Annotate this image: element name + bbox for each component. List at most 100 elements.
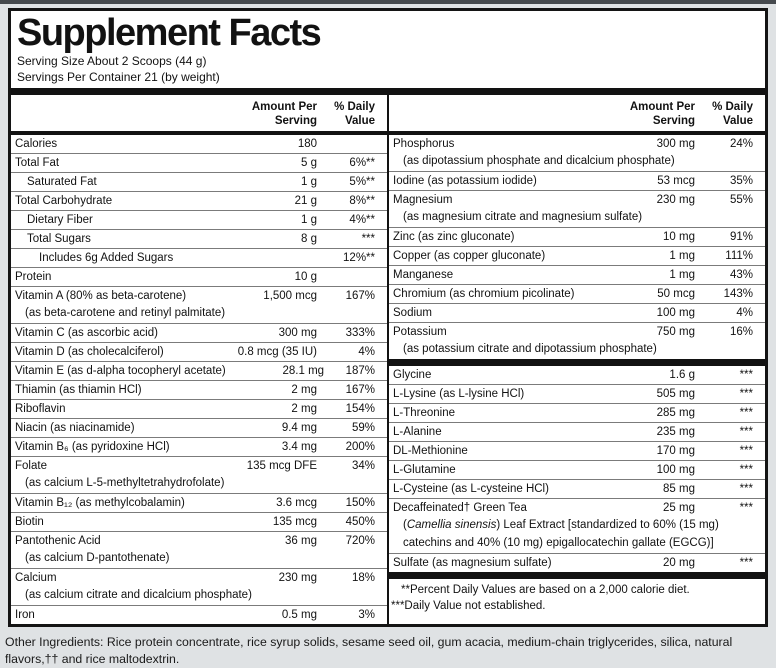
nutrient-amount: 1 mg (669, 269, 695, 281)
nutrient-name: Zinc (as zinc gluconate) (393, 231, 515, 243)
nutrient-name: Includes 6g Added Sugars (39, 252, 174, 264)
nutrient-name: Decaffeinated† Green Tea (393, 502, 527, 514)
nutrient-row-main: Copper (as copper gluconate) 1 mg 111% (389, 247, 765, 265)
nutrient-row-main: Includes 6g Added Sugars 12%** (11, 249, 387, 267)
nutrient-row-main: Vitamin A (80% as beta-carotene) 1,500 mc… (11, 287, 387, 305)
nutrient-daily-value: 187% (345, 365, 375, 377)
nutrient-amount: 36 mg (285, 535, 317, 547)
nutrient-amount: 300 mg (656, 138, 695, 150)
nutrient-row: Dietary Fiber 1 g 4%** (11, 210, 387, 229)
nutrient-amount: 135 mcg (272, 516, 317, 528)
nutrient-source-detail: (as beta-carotene and retinyl palmitate) (25, 307, 226, 319)
nutrient-row-main: Vitamin E (as d-alpha tocopheryl acetate… (11, 362, 387, 380)
nutrient-name: Manganese (393, 269, 454, 281)
amount-per-serving-header: Amount Per Serving (251, 101, 317, 127)
nutrient-amount: 21 g (294, 195, 317, 207)
nutrient-name: Calories (15, 138, 58, 150)
nutrient-row: Vitamin E (as d-alpha tocopheryl acetate… (11, 361, 387, 380)
section-divider-bar (389, 572, 765, 579)
nutrient-name: Sulfate (as magnesium sulfate) (393, 557, 552, 569)
nutrient-row: DL-Methionine 170 mg *** (389, 441, 765, 460)
percent-daily-value-header: % Daily Value (334, 101, 375, 127)
nutrient-row: Total Carbohydrate 21 g 8%** (11, 191, 387, 210)
nutrient-row-main: L-Cysteine (as L-cysteine HCl) 85 mg *** (389, 480, 765, 498)
nutrient-row-main: Total Fat 5 g 6%** (11, 154, 387, 172)
nutrient-amount: 100 mg (656, 464, 695, 476)
nutrient-row-main: Manganese 1 mg 43% (389, 266, 765, 284)
nutrient-row-main: Magnesium 230 mg 55% (389, 191, 765, 209)
nutrient-source-detail: (as calcium L-5-methyltetrahydrofolate) (25, 477, 225, 489)
nutrient-amount: 1.6 g (669, 369, 695, 381)
nutrient-row: Total Sugars 8 g *** (11, 229, 387, 248)
nutrient-amount: 180 (297, 138, 317, 150)
percent-daily-value-header: % Daily Value (712, 101, 753, 127)
nutrient-daily-value: 167% (345, 290, 375, 302)
nutrient-row: Chromium (as chromium picolinate) 50 mcg 1… (389, 284, 765, 303)
nutrient-name: Saturated Fat (27, 176, 97, 188)
nutrient-name: Biotin (15, 516, 44, 528)
nutrient-daily-value: 8%** (349, 195, 375, 207)
nutrient-row: Calcium 230 mg 18% (as calcium citrate and … (11, 568, 387, 605)
nutrient-name: Vitamin E (as d-alpha tocopheryl acetate… (15, 365, 226, 377)
page-title: Supplement Facts (17, 12, 322, 54)
nutrient-row-main: Total Carbohydrate 21 g 8%** (11, 192, 387, 210)
nutrient-amount: 505 mg (656, 388, 695, 400)
nutrient-row-main: Folate 135 mcg DFE 34% (11, 457, 387, 475)
nutrient-row-main: Total Sugars 8 g *** (11, 230, 387, 248)
nutrient-name: L-Lysine (as L-lysine HCl) (393, 388, 525, 400)
nutrient-row: Sodium 100 mg 4% (389, 303, 765, 322)
nutrient-name: Total Carbohydrate (15, 195, 113, 207)
nutrient-name: DL-Methionine (393, 445, 468, 457)
nutrient-amount: 8 g (301, 233, 317, 245)
nutrient-row: L-Alanine 235 mg *** (389, 422, 765, 441)
nutrient-source-detail: (as dipotassium phosphate and dicalcium … (403, 155, 675, 167)
servings-per-container-text: Servings Per Container 21 (by weight) (17, 70, 220, 84)
nutrient-name: Vitamin C (as ascorbic acid) (15, 327, 158, 339)
nutrient-row: Copper (as copper gluconate) 1 mg 111% (389, 246, 765, 265)
nutrient-daily-value: 200% (345, 441, 375, 453)
nutrient-row-main: Thiamin (as thiamin HCl) 2 mg 167% (11, 381, 387, 399)
nutrient-row: Calories 180 (11, 135, 387, 153)
nutrient-name: L-Cysteine (as L-cysteine HCl) (393, 483, 549, 495)
nutrient-name: Thiamin (as thiamin HCl) (15, 384, 142, 396)
nutrient-daily-value: 18% (351, 572, 375, 584)
nutrient-daily-value: 6%** (349, 157, 375, 169)
serving-size-text: Serving Size About 2 Scoops (44 g) (17, 54, 207, 68)
nutrient-row-main: Dietary Fiber 1 g 4%** (11, 211, 387, 229)
nutrient-name: L-Glutamine (393, 464, 456, 476)
left-nutrient-rows: Calories 180 Total Fat 5 g 6%** Saturated Fat… (11, 135, 387, 624)
nutrient-row: Potassium 750 mg 16% (as potassium citrate … (389, 322, 765, 359)
nutrient-row-main: Riboflavin 2 mg 154% (11, 400, 387, 418)
other-ingredients-text: Other Ingredients: Rice protein concentr… (5, 635, 733, 666)
nutrient-name: Potassium (393, 326, 447, 338)
nutrient-row: Sulfate (as magnesium sulfate) 20 mg *** (389, 553, 765, 572)
detail-segment: ( (403, 519, 407, 531)
nutrient-daily-value: *** (739, 557, 753, 569)
nutrient-row-main: Vitamin C (as ascorbic acid) 300 mg 333% (11, 324, 387, 342)
nutrient-name: Pantothenic Acid (15, 535, 101, 547)
nutrient-name: Protein (15, 271, 52, 283)
nutrient-row: Pantothenic Acid 36 mg 720% (as calcium D-p… (11, 531, 387, 568)
nutrient-name: Vitamin B₁₂ (as methylcobalamin) (15, 497, 185, 509)
nutrient-row-main: Saturated Fat 1 g 5%** (11, 173, 387, 191)
nutrient-daily-value: *** (739, 464, 753, 476)
nutrient-row-main: L-Glutamine 100 mg *** (389, 461, 765, 479)
nutrient-amount: 0.5 mg (281, 609, 317, 621)
nutrient-amount: 25 mg (663, 502, 695, 514)
nutrient-amount: 28.1 mg (282, 365, 325, 377)
nutrient-name: Iodine (as potassium iodide) (393, 175, 537, 187)
amount-per-serving-header: Amount Per Serving (629, 101, 695, 127)
nutrient-name: Glycine (393, 369, 432, 381)
nutrient-amount: 10 mg (663, 231, 695, 243)
nutrient-row-main: Sodium 100 mg 4% (389, 304, 765, 322)
nutrient-row: Vitamin C (as ascorbic acid) 300 mg 333% (11, 323, 387, 342)
nutrient-source-detail: (as magnesium citrate and magnesium sulf… (403, 211, 643, 223)
nutrient-name: Vitamin A (80% as beta-carotene) (15, 290, 187, 302)
nutrient-amount: 50 mcg (657, 288, 695, 300)
top-divider-bar (11, 88, 765, 95)
nutrient-name: Iron (15, 609, 35, 621)
nutrient-daily-value: 333% (345, 327, 375, 339)
nutrient-row: Manganese 1 mg 43% (389, 265, 765, 284)
supplement-facts-panel: Supplement Facts Serving Size About 2 Sc… (8, 8, 768, 627)
nutrient-row-main: Zinc (as zinc gluconate) 10 mg 91% (389, 228, 765, 246)
